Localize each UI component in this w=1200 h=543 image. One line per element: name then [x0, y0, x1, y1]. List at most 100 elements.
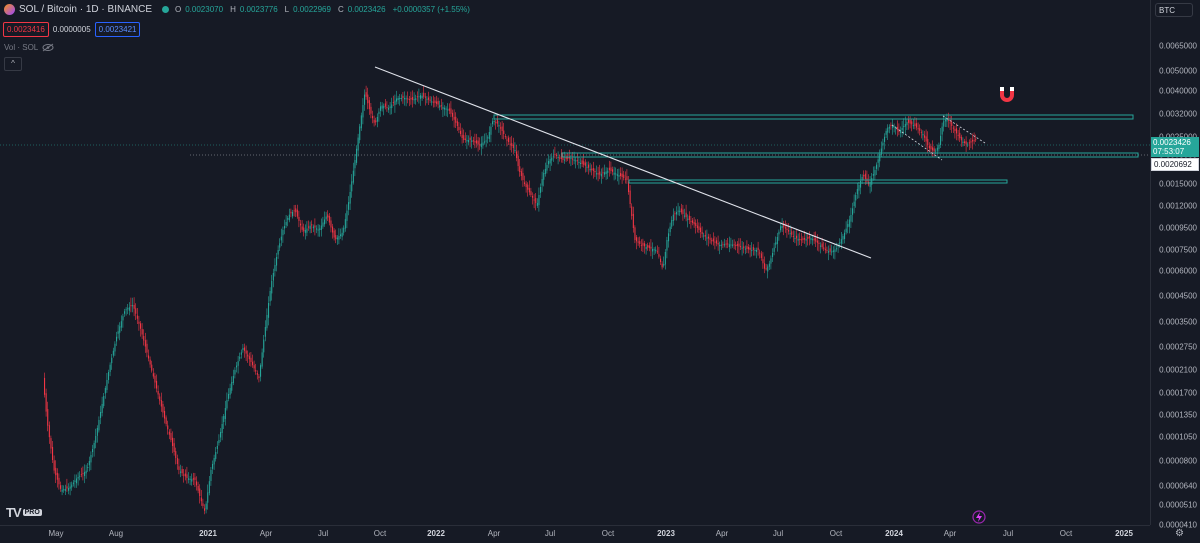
candle-body	[208, 481, 210, 494]
candle-body	[901, 128, 903, 131]
candle-body	[287, 218, 289, 220]
candle-body	[634, 227, 636, 240]
price-axis[interactable]: 0.0065000 0.0050000 0.0040000 0.0032000 0.00…	[1150, 0, 1200, 530]
candle-body	[805, 239, 807, 241]
time-tick-label: 2023	[657, 529, 675, 538]
candle-body	[789, 233, 791, 235]
candle-body	[213, 458, 215, 465]
candle-body	[52, 446, 54, 460]
sell-button[interactable]: 0.0023416	[3, 22, 49, 37]
candle-body	[967, 144, 969, 146]
candle-body	[149, 359, 151, 365]
time-tick-label: 2025	[1115, 529, 1133, 538]
candle-body	[229, 388, 231, 395]
candle-body	[948, 119, 950, 121]
candle-body	[672, 214, 674, 222]
candle-body	[412, 97, 414, 100]
price-chart[interactable]	[0, 0, 1150, 525]
candle-body	[183, 474, 185, 476]
candle-body	[912, 125, 914, 127]
candle-body	[602, 172, 604, 174]
gear-icon[interactable]: ⚙	[1175, 528, 1184, 539]
candle-body	[852, 208, 854, 215]
candle-body	[663, 264, 665, 266]
volume-label[interactable]: Vol · SOL	[4, 43, 39, 52]
candle-body	[248, 356, 250, 360]
candle-body	[53, 460, 55, 471]
candle-body	[853, 201, 855, 207]
candle-body	[128, 307, 130, 311]
candle-body	[788, 230, 790, 232]
candle-body	[416, 96, 418, 98]
candle-body	[904, 124, 906, 127]
candle-body	[608, 167, 610, 171]
candle-body	[740, 246, 742, 248]
candle-body	[351, 181, 353, 192]
collapse-legend-button[interactable]: ^	[4, 57, 22, 71]
candle-body	[448, 108, 450, 111]
candle-body	[716, 240, 718, 244]
candle-body	[644, 243, 646, 247]
candle-body	[138, 321, 140, 324]
candle-body	[405, 98, 407, 100]
candle-body	[943, 121, 945, 127]
candle-body	[615, 173, 617, 175]
candle-body	[623, 174, 625, 178]
logo-mark: TV	[6, 505, 22, 520]
candle-body	[575, 160, 577, 162]
candle-body	[210, 470, 212, 481]
candle-body	[396, 98, 398, 102]
candle-body	[112, 350, 114, 356]
candle-body	[253, 365, 255, 369]
time-axis[interactable]: May Aug 2021 Apr Jul Oct 2022 Apr Jul Oct 2023 Apr J…	[0, 525, 1150, 543]
time-tick-label: Jul	[544, 529, 556, 538]
price-tick-label: 0.0012000	[1159, 201, 1197, 211]
candle-body	[92, 449, 94, 453]
candle-body	[456, 121, 458, 126]
candle-body	[776, 237, 778, 245]
lightning-icon[interactable]	[972, 510, 986, 524]
candle-body	[690, 221, 692, 223]
currency-selector[interactable]: BTC	[1155, 3, 1193, 17]
magnet-icon[interactable]	[996, 84, 1018, 106]
candle-body	[752, 247, 754, 250]
candle-body	[189, 478, 191, 480]
candle-body	[911, 121, 913, 125]
candle-body	[111, 357, 113, 364]
time-tick-label: Apr	[943, 529, 957, 538]
candle-body	[864, 173, 866, 179]
candle-body	[250, 357, 252, 362]
candle-body	[476, 140, 478, 144]
candle-body	[525, 183, 527, 187]
bar-countdown: 07:53:07	[1153, 147, 1185, 156]
candle-body	[453, 116, 455, 120]
candle-body	[338, 236, 340, 240]
candle-body	[372, 116, 374, 119]
candle-body	[357, 137, 359, 151]
candle-body	[951, 122, 953, 126]
candle-body	[500, 127, 502, 129]
eye-off-icon[interactable]	[42, 43, 54, 52]
candle-body	[348, 202, 350, 210]
tradingview-logo[interactable]: TV PRO	[6, 505, 42, 520]
chart-area[interactable]	[0, 0, 1150, 525]
candle-body	[122, 316, 124, 321]
candle-body	[589, 168, 591, 171]
candle-body	[368, 100, 370, 110]
symbol-title[interactable]: SOL / Bitcoin · 1D · BINANCE	[19, 4, 152, 15]
candle-body	[549, 159, 551, 164]
candle-body	[292, 212, 294, 217]
candle-body	[682, 209, 684, 214]
candle-body	[637, 241, 639, 243]
candle-body	[82, 473, 84, 475]
candle-body	[522, 173, 524, 180]
candle-body	[436, 101, 438, 104]
candle-body	[780, 226, 782, 231]
candle-body	[330, 220, 332, 228]
candle-body	[607, 170, 609, 173]
buy-button[interactable]: 0.0023421	[94, 22, 141, 37]
open-key: O	[175, 5, 182, 14]
candle-body	[236, 365, 238, 368]
candle-body	[461, 134, 463, 138]
candle-body	[765, 268, 767, 270]
